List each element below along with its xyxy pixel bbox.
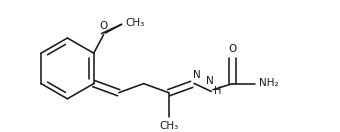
Text: H: H [214,86,221,96]
Text: CH₃: CH₃ [159,121,178,131]
Text: O: O [228,44,237,54]
Text: O: O [99,21,108,31]
Text: NH₂: NH₂ [259,78,278,88]
Text: N: N [206,76,214,86]
Text: N: N [193,70,200,80]
Text: CH₃: CH₃ [125,18,145,28]
